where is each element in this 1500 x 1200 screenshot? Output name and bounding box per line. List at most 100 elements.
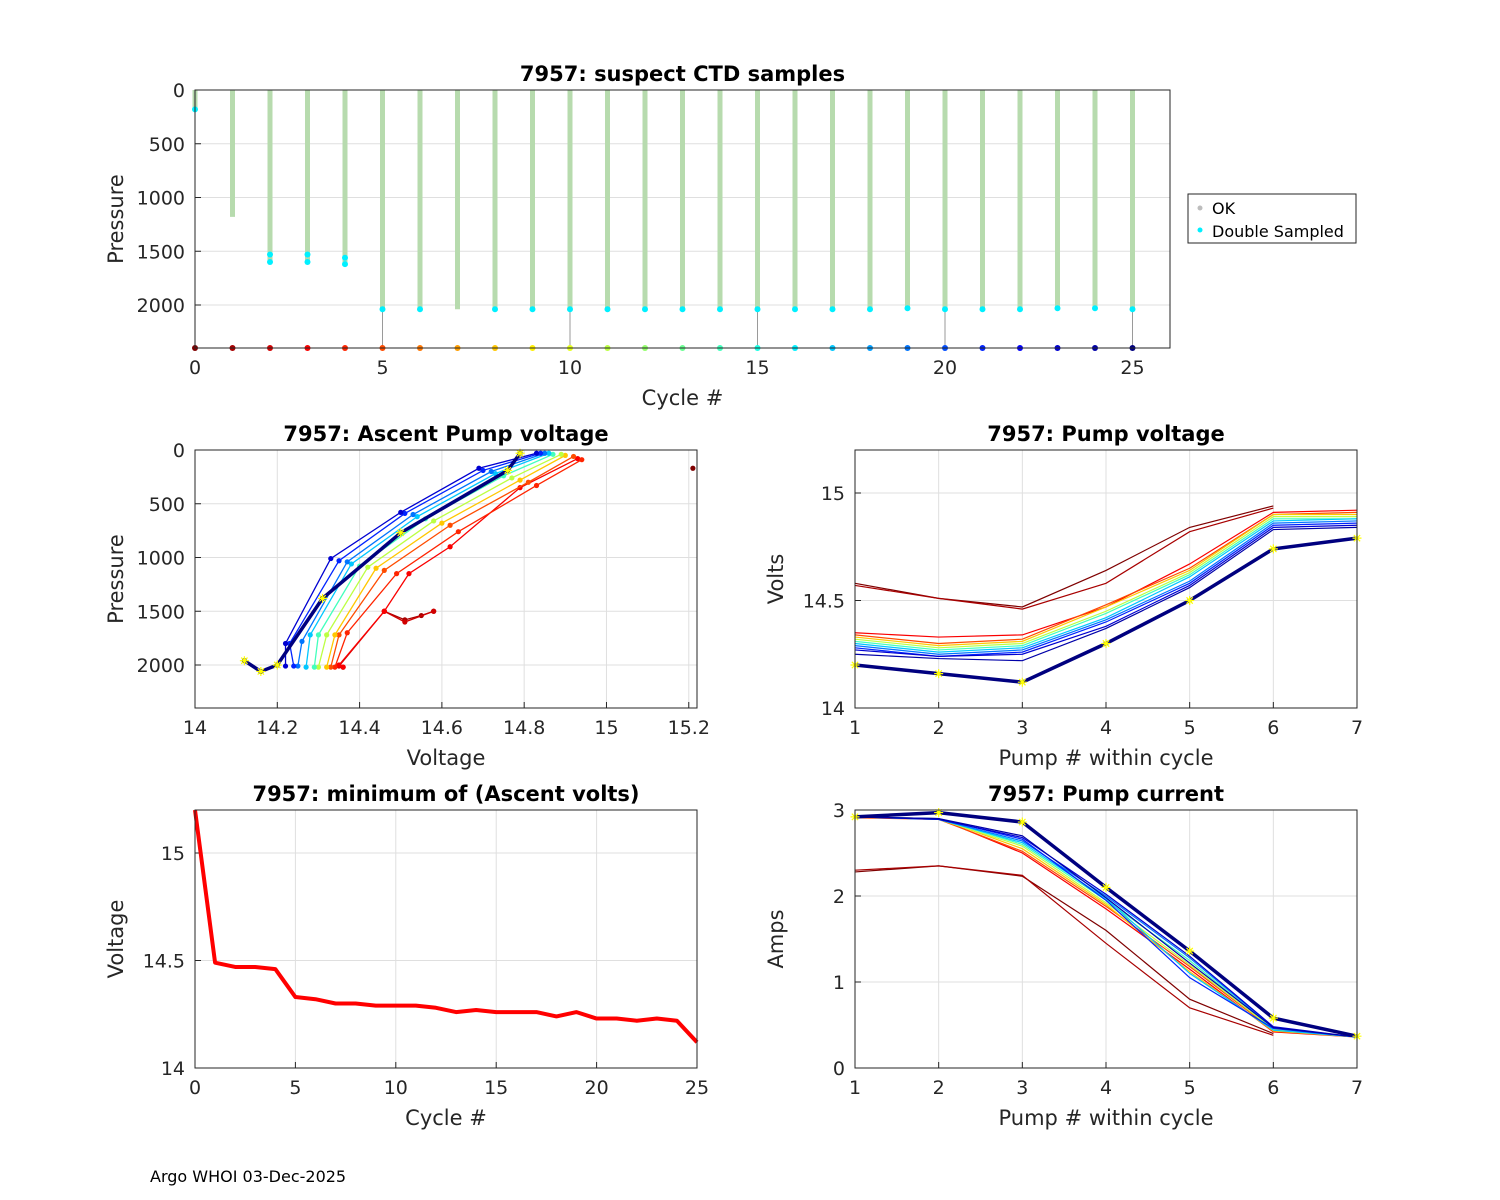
ascent-data-point <box>324 664 330 670</box>
pump_current-x-axis-label: Pump # within cycle <box>999 1106 1214 1130</box>
double-sampled-point <box>379 306 386 313</box>
ascent-series-line <box>284 452 537 667</box>
ascent-series-line <box>313 453 554 668</box>
ascent-data-point <box>575 456 581 462</box>
ascent-x-tick-label: 14.8 <box>503 717 545 739</box>
ascent-data-point <box>344 630 350 636</box>
ascent-endpoint-marker <box>239 656 249 666</box>
ascent-data-point <box>579 457 585 463</box>
min_volts-x-tick-label: 15 <box>484 1077 508 1099</box>
pump_voltage-x-tick-label: 1 <box>849 717 861 739</box>
ascent-data-point <box>410 511 416 518</box>
ascent-data-point <box>324 632 330 638</box>
double-sampled-point <box>417 306 423 313</box>
min_volts-x-tick-label: 10 <box>384 1077 408 1099</box>
pump_voltage-x-tick-label: 6 <box>1267 717 1279 739</box>
pump_voltage-endpoint-marker <box>1101 639 1111 648</box>
pump_current-x-tick-label: 4 <box>1100 1077 1112 1099</box>
pump_voltage-x-tick-label: 4 <box>1100 717 1112 739</box>
ascent-data-point <box>394 571 400 577</box>
ctd-axes-frame <box>194 89 1171 349</box>
ascent-axes-frame <box>194 449 698 709</box>
double-sampled-point <box>717 306 723 313</box>
ascent-data-point <box>381 567 387 574</box>
double-sampled-point <box>304 259 311 265</box>
ctd-title: 7957: suspect CTD samples <box>520 62 845 86</box>
min_volts-title: 7957: minimum of (Ascent volts) <box>252 782 639 806</box>
ascent-series-line <box>334 459 583 668</box>
min_volts-x-tick-label: 0 <box>189 1077 201 1099</box>
double-sampled-point <box>604 306 611 313</box>
pump_current-x-tick-label: 5 <box>1184 1077 1196 1099</box>
ascent-data-point <box>332 632 338 638</box>
pump_current-axes-frame <box>854 809 1358 1069</box>
pump_voltage-endpoint-marker <box>934 669 944 679</box>
ascent-plot-layer <box>239 448 696 676</box>
ascent-data-point <box>332 664 338 670</box>
pump_voltage-x-tick-label: 3 <box>1016 717 1028 739</box>
ascent-x-tick-label: 15.2 <box>668 717 710 739</box>
double-sampled-point <box>1017 306 1023 313</box>
legend-box <box>1187 193 1357 244</box>
ascent-data-point <box>476 465 482 471</box>
pump_voltage-x-tick-label: 5 <box>1184 717 1196 739</box>
double-sampled-point <box>979 306 986 313</box>
min_volts-axes-frame <box>194 809 698 1069</box>
ctd-x-tick-label: 25 <box>1120 357 1144 379</box>
ascent-data-point <box>340 664 346 670</box>
ctd-chart: 0 5 10 15 20 25 0 500 1000 1500 2000 7957: suspect … <box>104 62 1171 410</box>
legend-double-sampled-label: Double Sampled <box>1212 222 1344 241</box>
ascent-endpoint-marker <box>318 593 328 603</box>
ascent-data-point <box>315 664 322 670</box>
pump_voltage-plot-layer <box>850 505 1362 687</box>
min-voltage-line <box>193 809 699 1044</box>
min_volts-y-tick-label: 14.5 <box>143 951 185 973</box>
ascent-x-tick-label: 14.2 <box>256 717 298 739</box>
ascent-data-point <box>282 640 289 647</box>
ctd-legend: OK Double Sampled <box>1187 193 1357 244</box>
min_volts-plot-layer <box>193 809 699 1044</box>
double-sampled-point <box>829 306 836 313</box>
pump_voltage-series-line <box>854 516 1357 649</box>
min_volts-y-axis-label: Voltage <box>104 900 128 979</box>
ctd-y-tick-label: 1000 <box>137 188 185 210</box>
ascent-series-line <box>326 454 566 668</box>
pump_current-y-tick-label: 0 <box>833 1058 845 1080</box>
double-sampled-point <box>904 305 911 312</box>
pump_current-y-tick-label: 2 <box>833 886 845 908</box>
ascent-y-tick-label: 500 <box>149 494 185 516</box>
ascent-data-point <box>562 452 568 458</box>
pump_current-y-tick-label: 3 <box>833 800 845 822</box>
double-sampled-point <box>1092 305 1098 312</box>
ascent-series-line <box>297 452 545 667</box>
ascent-data-point <box>381 608 387 614</box>
legend-double-sampled-marker <box>1197 227 1203 233</box>
ctd-y-tick-label: 500 <box>149 134 185 156</box>
ascent-data-point <box>307 632 313 638</box>
pump_voltage-title: 7957: Pump voltage <box>987 422 1225 446</box>
ascent-data-point <box>538 450 544 456</box>
pump_current-series-line <box>854 865 1274 1036</box>
ascent-data-point <box>414 514 420 520</box>
ascent-x-tick-label: 15 <box>594 717 618 739</box>
double-sampled-point <box>342 261 348 268</box>
ctd-y-tick-label: 1500 <box>137 241 185 263</box>
ascent-data-point <box>546 450 552 456</box>
double-sampled-point <box>567 306 573 313</box>
pump_voltage-x-axis-label: Pump # within cycle <box>999 746 1214 770</box>
pump_voltage-endpoint-marker <box>1017 677 1027 687</box>
ascent-data-point <box>336 662 342 668</box>
pump_current-x-tick-label: 2 <box>933 1077 945 1099</box>
ascent-data-point <box>328 555 334 562</box>
ascent-data-point <box>315 632 322 638</box>
min_volts-y-tick-label: 15 <box>161 843 185 865</box>
pump_current-endpoint-marker <box>1268 1013 1278 1023</box>
pump_current-endpoint-marker <box>1017 817 1027 827</box>
ascent-endpoint-marker <box>396 528 406 538</box>
ascent-data-point <box>295 663 301 669</box>
ascent-data-point <box>439 520 445 526</box>
double-sampled-point <box>679 306 686 313</box>
double-sampled-point <box>792 306 798 313</box>
pump_current-series-line <box>854 816 1358 1038</box>
